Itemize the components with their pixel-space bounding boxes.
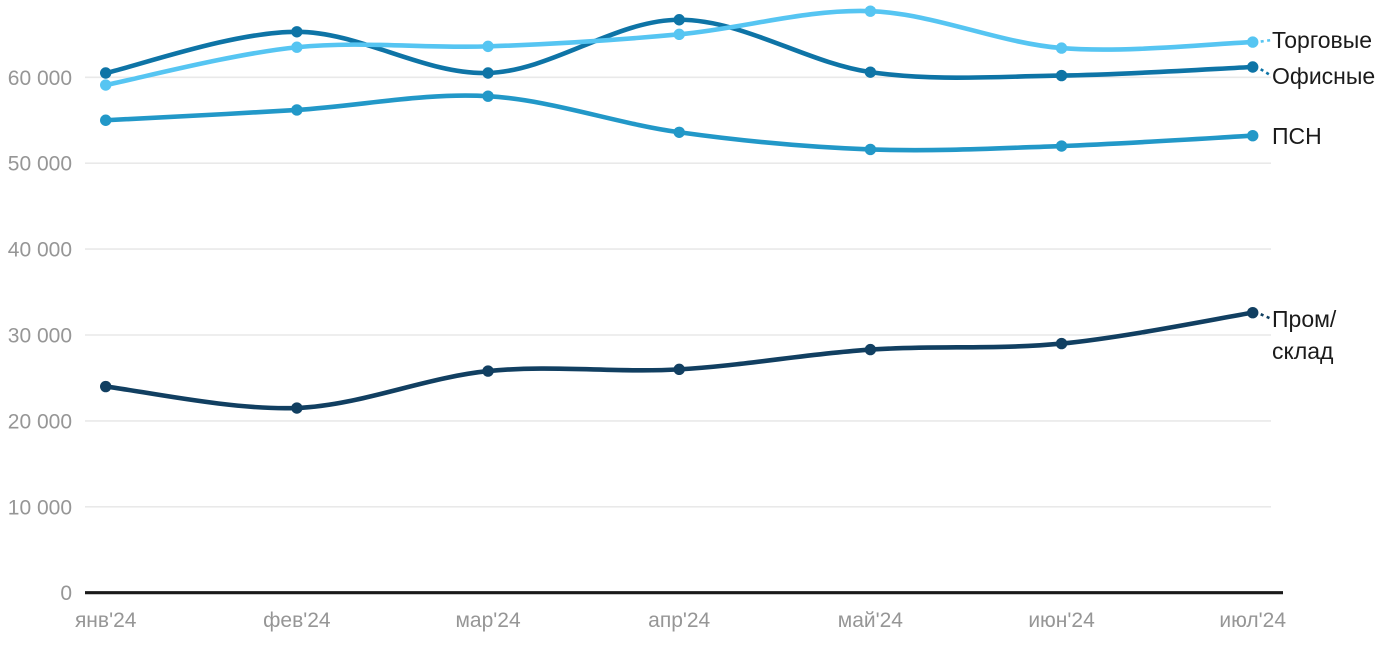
data-point	[1247, 61, 1259, 73]
data-point	[482, 90, 494, 102]
data-point	[673, 363, 685, 376]
data-point	[100, 79, 112, 91]
y-tick-label: 20 000	[8, 410, 72, 433]
data-point	[100, 380, 112, 393]
x-tick-label: фев'24	[263, 609, 331, 632]
x-tick-label: янв'24	[75, 609, 137, 632]
y-tick-label: 10 000	[8, 496, 72, 519]
data-point	[864, 66, 877, 78]
data-point	[1055, 42, 1068, 54]
data-point	[100, 114, 112, 126]
data-point	[1247, 306, 1259, 319]
y-tick-label: 40 000	[8, 239, 72, 262]
x-tick-label: июл'24	[1219, 609, 1286, 632]
data-point	[864, 5, 877, 17]
legend-label-torgovye: Торговые	[1272, 27, 1373, 53]
data-point	[291, 104, 303, 116]
data-point	[482, 40, 494, 53]
leader-dash	[1260, 313, 1273, 321]
x-tick-label: апр'24	[648, 609, 710, 632]
data-point	[1247, 130, 1259, 142]
data-point	[1247, 36, 1259, 48]
data-point	[482, 67, 494, 79]
data-point	[673, 126, 685, 138]
data-point	[1055, 337, 1068, 350]
legend-label-ofisnye: Офисные	[1272, 63, 1376, 89]
y-tick-label: 0	[60, 582, 72, 605]
y-tick-label: 30 000	[8, 325, 72, 348]
data-point	[291, 41, 303, 53]
series-line-3	[103, 310, 1256, 411]
data-point	[291, 402, 303, 414]
legend-label-psn: ПСН	[1272, 123, 1322, 149]
x-tick-label: июн'24	[1028, 609, 1095, 632]
series-line-2	[103, 93, 1256, 153]
leader-dash	[1260, 38, 1272, 43]
data-point	[864, 343, 877, 356]
data-point	[673, 28, 685, 41]
x-tick-label: мар'24	[455, 609, 520, 632]
legend-label-prom-sklad: Пром/ склад	[1272, 306, 1337, 364]
data-point	[1055, 69, 1068, 82]
data-point	[482, 365, 494, 377]
y-tick-label: 50 000	[8, 153, 72, 176]
data-point	[291, 26, 303, 38]
y-tick-label: 60 000	[8, 67, 72, 90]
data-point	[1055, 140, 1068, 152]
x-tick-label: май'24	[838, 609, 904, 632]
leader-dash	[1260, 68, 1273, 78]
data-point	[100, 67, 112, 79]
data-point	[864, 143, 877, 156]
data-point	[673, 14, 685, 26]
